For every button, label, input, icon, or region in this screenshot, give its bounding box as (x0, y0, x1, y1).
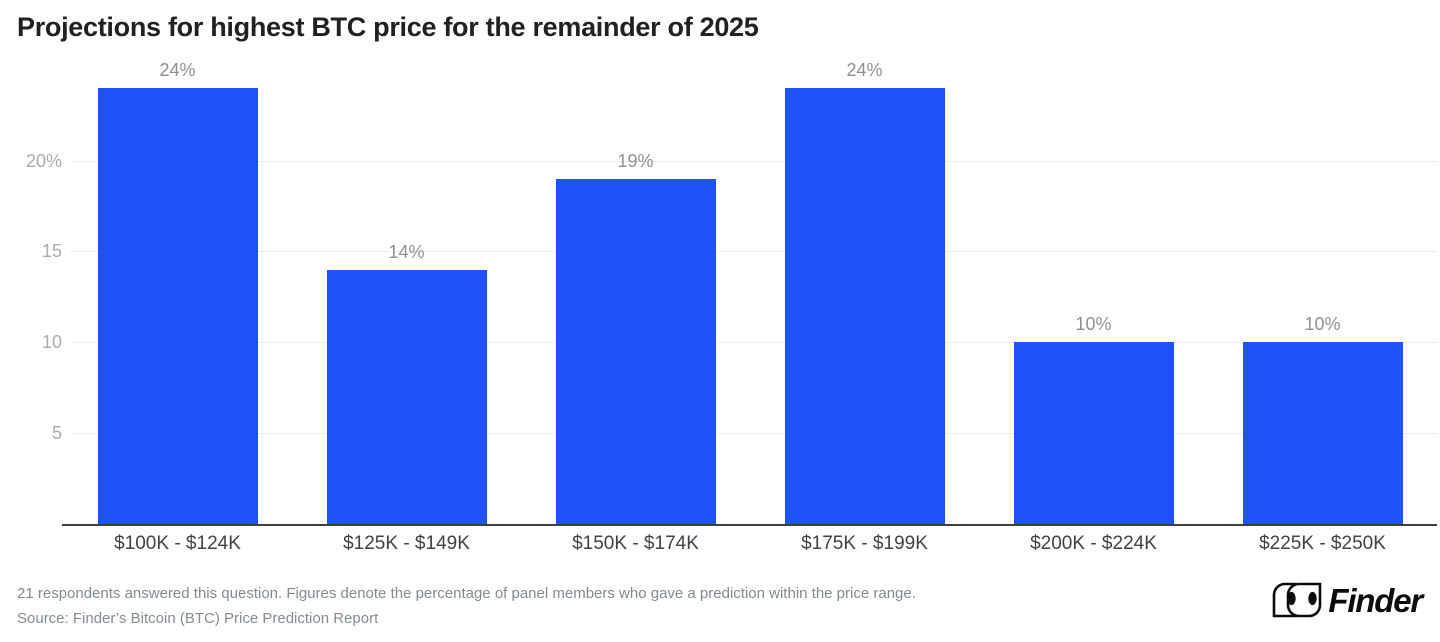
bar-value-label: 24% (846, 60, 883, 80)
x-axis-label: $200K - $224K (1030, 533, 1157, 554)
x-axis-label: $125K - $149K (343, 533, 470, 554)
gridline (70, 161, 1437, 162)
bar-slot: 24% (63, 54, 292, 524)
bar (326, 270, 487, 524)
x-axis-label: $225K - $250K (1259, 533, 1386, 554)
y-axis-tick-label: 15 (41, 241, 62, 261)
chart-title: Projections for highest BTC price for th… (17, 12, 759, 42)
bar (784, 88, 945, 524)
x-axis-label: $150K - $174K (572, 533, 699, 554)
bar (1242, 342, 1403, 524)
finder-logo: Finder (1271, 580, 1423, 622)
bar-slot: 14% (292, 54, 521, 524)
bar-slot: 24% (750, 54, 979, 524)
bars-row: 24% 14% 19% 24% 10% 10% (63, 54, 1437, 524)
footnote: 21 respondents answered this question. F… (17, 585, 916, 602)
x-axis-line (62, 524, 1437, 526)
bar-value-label: 14% (388, 242, 425, 262)
x-axis-label: $100K - $124K (114, 533, 241, 554)
bar-value-label: 10% (1304, 314, 1341, 334)
x-axis-label: $175K - $199K (801, 533, 928, 554)
y-axis-tick-label: 20% (25, 151, 62, 171)
bar-slot: 10% (1208, 54, 1437, 524)
gridline (70, 342, 1437, 343)
bar-value-label: 19% (617, 151, 654, 171)
bar-slot: 19% (521, 54, 750, 524)
source-note: Source: Finder’s Bitcoin (BTC) Price Pre… (17, 610, 379, 627)
y-axis-tick-label: 10 (41, 332, 62, 352)
bar (1013, 342, 1174, 524)
gridline (70, 251, 1437, 252)
bar (97, 88, 258, 524)
finder-logo-text: Finder (1328, 582, 1423, 619)
bar (555, 179, 716, 524)
y-axis-tick-label: 5 (51, 423, 62, 443)
gridline (70, 433, 1437, 434)
x-axis: $100K - $124K $125K - $149K $150K - $174K $… (63, 532, 1437, 556)
bar-slot: 10% (979, 54, 1208, 524)
bar-value-label: 10% (1075, 314, 1112, 334)
finder-goggles-icon (1273, 582, 1322, 618)
bar-value-label: 24% (159, 60, 196, 80)
